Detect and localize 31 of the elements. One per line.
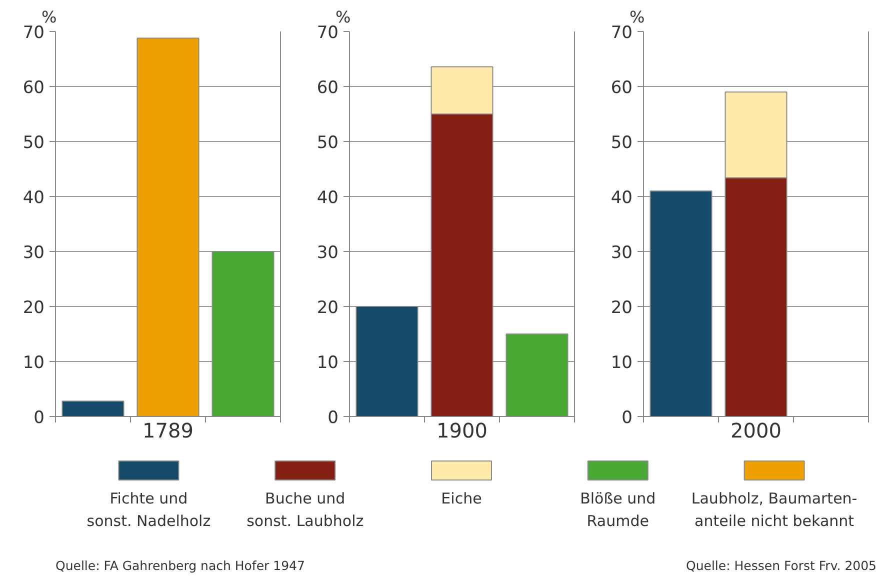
y-tick-label: 50 bbox=[22, 133, 45, 153]
legend-label: Laubholz, Baumarten- anteile nicht bekannt bbox=[691, 490, 858, 530]
y-tick-label: 40 bbox=[22, 188, 45, 208]
y-tick-label: 20 bbox=[316, 298, 339, 318]
y-tick-label: 60 bbox=[22, 78, 45, 98]
legend-label: Buche und sonst. Laubholz bbox=[246, 490, 364, 530]
y-tick-label: 0 bbox=[34, 408, 45, 428]
y-tick-label: 0 bbox=[328, 408, 339, 428]
x-axis-title: 1900 bbox=[436, 418, 488, 442]
source-note: Quelle: Hessen Forst Frv. 2005 bbox=[686, 558, 877, 573]
y-tick-label: 50 bbox=[316, 133, 339, 153]
legend-label: Blöße und Raumde bbox=[580, 490, 656, 530]
y-tick-label: 0 bbox=[622, 408, 633, 428]
source-note: Quelle: FA Gahrenberg nach Hofer 1947 bbox=[56, 558, 305, 573]
y-tick-label: 60 bbox=[610, 78, 633, 98]
y-tick-label: 10 bbox=[22, 353, 45, 373]
legend-label: Fichte und sonst. Nadelholz bbox=[86, 490, 211, 530]
legend-label: Eiche bbox=[441, 490, 482, 508]
y-tick-label: 30 bbox=[22, 243, 45, 263]
y-tick-label: 30 bbox=[610, 243, 633, 263]
y-tick-label: 60 bbox=[316, 78, 339, 98]
y-tick-label: 40 bbox=[610, 188, 633, 208]
y-tick-label: 50 bbox=[610, 133, 633, 153]
x-axis-title: 1789 bbox=[142, 418, 194, 442]
y-tick-label: 10 bbox=[316, 353, 339, 373]
y-tick-label: 20 bbox=[22, 298, 45, 318]
y-tick-label: 40 bbox=[316, 188, 339, 208]
y-tick-label: 10 bbox=[610, 353, 633, 373]
y-tick-label: 30 bbox=[316, 243, 339, 263]
y-tick-label: 20 bbox=[610, 298, 633, 318]
x-axis-title: 2000 bbox=[730, 418, 782, 442]
